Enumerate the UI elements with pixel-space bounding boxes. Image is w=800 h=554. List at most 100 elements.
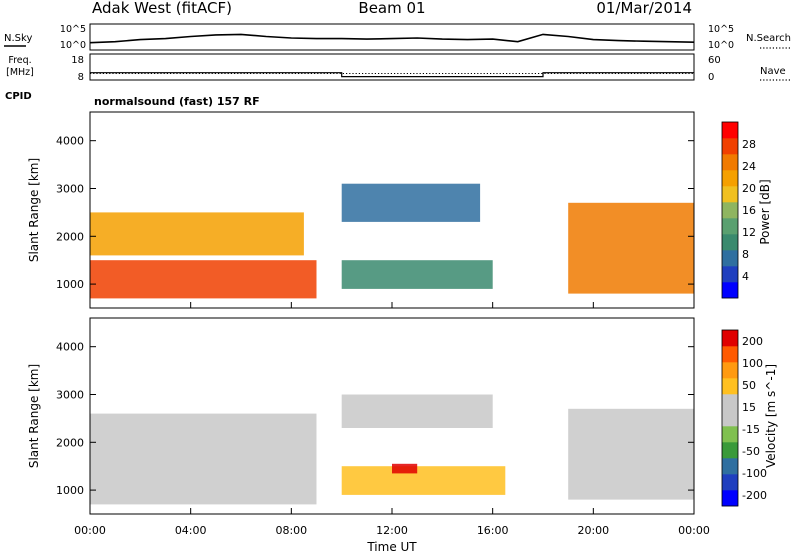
velocity-colorbar-tick-3: 15 bbox=[742, 401, 756, 414]
nsky-line bbox=[89, 33, 695, 44]
noise-tick-right-bottom: 10^0 bbox=[708, 40, 734, 51]
power-colorbar-label: Power [dB] bbox=[758, 179, 772, 244]
power-region-3 bbox=[341, 183, 481, 222]
power-colorbar-tick-0: 4 bbox=[742, 270, 749, 283]
power-ytick-label-0: 1000 bbox=[56, 278, 84, 291]
power-region-0 bbox=[90, 260, 317, 299]
freq-tick-bottom: 8 bbox=[78, 72, 84, 83]
freq-line bbox=[90, 72, 694, 78]
power-colorbar-tick-2: 12 bbox=[742, 226, 756, 239]
power-region-2 bbox=[341, 260, 493, 289]
velocity-colorbar-segment-5 bbox=[722, 410, 738, 427]
velocity-colorbar-segment-7 bbox=[722, 378, 738, 395]
power-colorbar-tick-1: 8 bbox=[742, 248, 749, 261]
velocity-region-0 bbox=[90, 413, 317, 505]
power-colorbar-tick-5: 24 bbox=[742, 160, 756, 173]
power-colorbar-segment-6 bbox=[722, 186, 738, 203]
time-axis: 00:00 04:00 08:00 12:00 16:00 20:00 00:00 bbox=[74, 302, 710, 537]
velocity-colorbar-tick-1: 100 bbox=[742, 357, 763, 370]
velocity-ytick-label-2: 3000 bbox=[56, 388, 84, 401]
velocity-colorbar-segment-9 bbox=[722, 346, 738, 363]
noise-panel-frame bbox=[89, 23, 695, 51]
velocity-ytick-label-1: 2000 bbox=[56, 436, 84, 449]
nave-tick-top: 60 bbox=[708, 55, 721, 66]
x-tick-label-2: 08:00 bbox=[275, 524, 307, 537]
velocity-colorbar-label: Velocity [m s^-1] bbox=[764, 364, 778, 468]
power-ytick-label-1: 2000 bbox=[56, 230, 84, 243]
nave-tick-bottom: 0 bbox=[708, 72, 714, 83]
freq-label: Freq. bbox=[8, 55, 31, 66]
velocity-colorbar-segment-10 bbox=[722, 330, 738, 347]
power-colorbar-segment-4 bbox=[722, 218, 738, 235]
cpid-label: CPID bbox=[5, 91, 32, 102]
velocity-region-4 bbox=[568, 408, 694, 500]
nsky-label: N.Sky bbox=[4, 33, 32, 44]
velocity-colorbar-segment-8 bbox=[722, 362, 738, 379]
noise-tick-left-bottom: 10^0 bbox=[60, 40, 86, 51]
power-y-axis: 1000 2000 3000 4000 bbox=[56, 135, 694, 291]
velocity-region-2 bbox=[392, 463, 418, 474]
velocity-colorbar-segment-0 bbox=[722, 490, 738, 507]
velocity-ytick-label-0: 1000 bbox=[56, 484, 84, 497]
x-tick-label-6: 00:00 bbox=[678, 524, 710, 537]
velocity-colorbar-segment-6 bbox=[722, 394, 738, 411]
velocity-colorbar: 200 100 50 15 -15 -50 -100 -200 bbox=[721, 329, 767, 507]
x-tick-label-3: 12:00 bbox=[376, 524, 408, 537]
power-colorbar-frame bbox=[721, 121, 739, 299]
velocity-colorbar-tick-7: -200 bbox=[742, 489, 767, 502]
power-region-4 bbox=[568, 202, 694, 294]
freq-unit-label: [MHz] bbox=[6, 67, 34, 78]
power-colorbar-segment-7 bbox=[722, 170, 738, 187]
noise-tick-right-top: 10^5 bbox=[708, 24, 734, 35]
velocity-colorbar-tick-2: 50 bbox=[742, 379, 756, 392]
cpid-value: normalsound (fast) 157 RF bbox=[94, 95, 260, 108]
noise-tick-left-top: 10^5 bbox=[60, 24, 86, 35]
freq-series bbox=[90, 72, 694, 78]
power-ytick-label-3: 4000 bbox=[56, 135, 84, 148]
velocity-region-1 bbox=[341, 466, 506, 495]
power-colorbar-tick-6: 28 bbox=[742, 138, 756, 151]
noise-series bbox=[89, 33, 695, 44]
power-heatmap bbox=[90, 183, 694, 299]
power-colorbar-tick-4: 20 bbox=[742, 182, 756, 195]
x-tick-label-4: 16:00 bbox=[477, 524, 509, 537]
velocity-colorbar-tick-0: 200 bbox=[742, 335, 763, 348]
nsearch-label: N.Search bbox=[746, 33, 791, 44]
velocity-colorbar-tick-4: -15 bbox=[742, 423, 760, 436]
power-ytick-label-2: 3000 bbox=[56, 182, 84, 195]
velocity-colorbar-segment-2 bbox=[722, 458, 738, 475]
time-axis-label: Time UT bbox=[366, 540, 417, 554]
power-colorbar-segment-2 bbox=[722, 250, 738, 267]
velocity-ytick-label-3: 4000 bbox=[56, 341, 84, 354]
velocity-ylabel: Slant Range [km] bbox=[27, 364, 41, 468]
velocity-y-axis: 1000 2000 3000 4000 bbox=[56, 341, 694, 497]
velocity-heatmap bbox=[90, 394, 694, 505]
site-title: Adak West (fitACF) bbox=[92, 0, 232, 17]
power-colorbar-segment-1 bbox=[722, 266, 738, 283]
freq-panel-frame bbox=[89, 53, 695, 81]
power-colorbar-tick-3: 16 bbox=[742, 204, 756, 217]
date-title: 01/Mar/2014 bbox=[596, 0, 692, 17]
velocity-colorbar-segment-3 bbox=[722, 442, 738, 459]
x-tick-label-5: 20:00 bbox=[577, 524, 609, 537]
velocity-colorbar-segment-1 bbox=[722, 474, 738, 491]
velocity-colorbar-tick-5: -50 bbox=[742, 445, 760, 458]
x-tick-label-0: 00:00 bbox=[74, 524, 106, 537]
power-colorbar-segment-8 bbox=[722, 154, 738, 171]
power-colorbar-segment-5 bbox=[722, 202, 738, 219]
velocity-colorbar-segment-4 bbox=[722, 426, 738, 443]
power-colorbar-segment-0 bbox=[722, 282, 738, 299]
power-colorbar: 4 8 12 16 20 24 28 bbox=[721, 121, 756, 299]
velocity-region-3 bbox=[341, 394, 493, 428]
velocity-colorbar-tick-6: -100 bbox=[742, 467, 767, 480]
power-region-1 bbox=[90, 212, 304, 256]
velocity-colorbar-frame bbox=[721, 329, 739, 507]
power-colorbar-segment-3 bbox=[722, 234, 738, 251]
power-colorbar-segment-10 bbox=[722, 122, 738, 139]
beam-title: Beam 01 bbox=[358, 0, 425, 17]
nave-label: Nave bbox=[760, 66, 786, 77]
freq-tick-top: 18 bbox=[71, 55, 84, 66]
x-tick-label-1: 04:00 bbox=[175, 524, 207, 537]
power-colorbar-segment-9 bbox=[722, 138, 738, 155]
